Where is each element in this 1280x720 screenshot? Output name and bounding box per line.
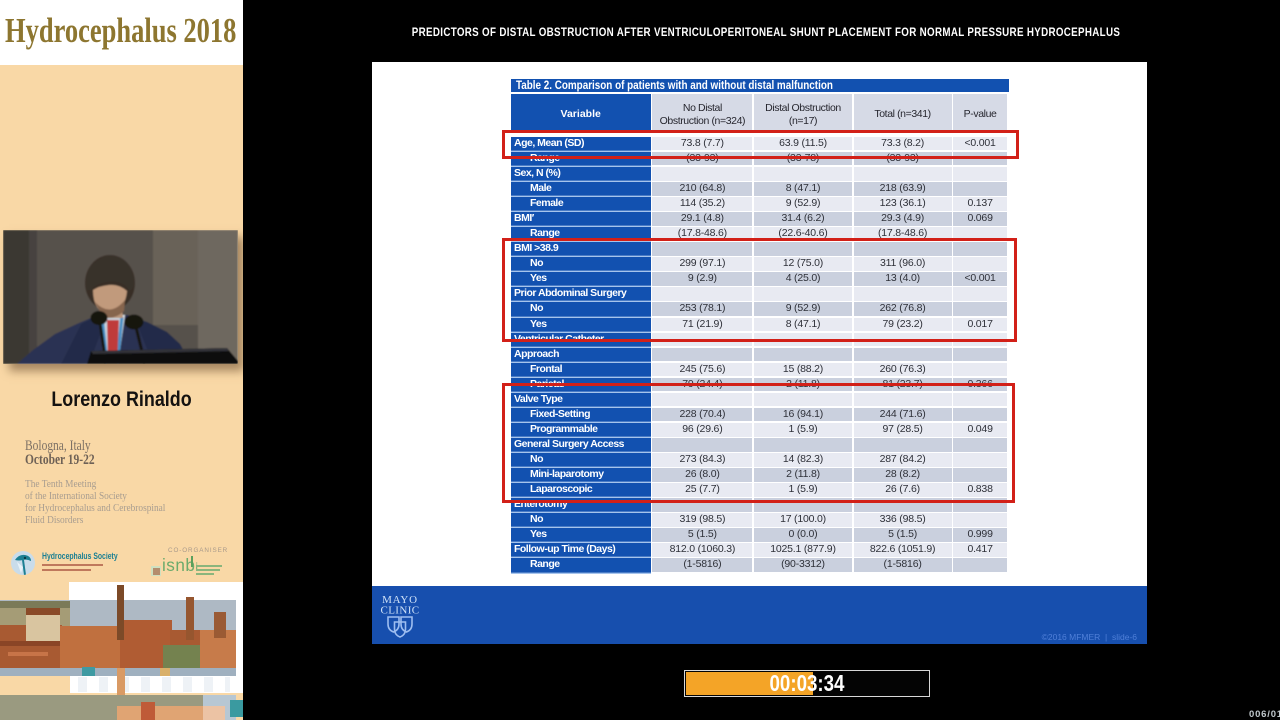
svg-text:CLINIC: CLINIC	[380, 605, 419, 617]
svg-text:MAYO: MAYO	[382, 594, 418, 606]
